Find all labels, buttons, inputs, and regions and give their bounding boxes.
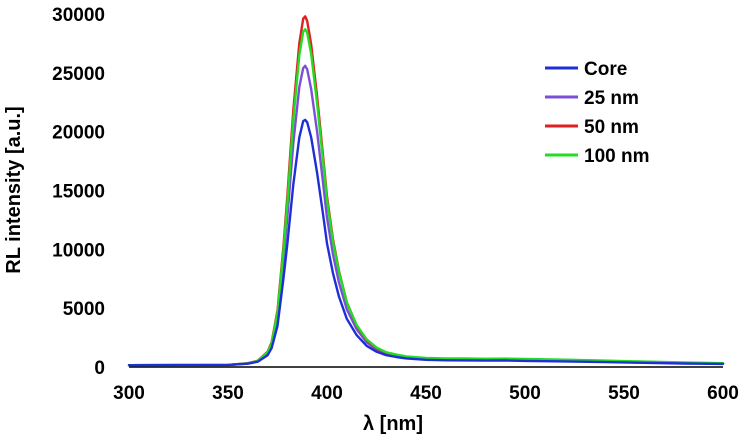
y-axis-title: RL intensity [a.u.] bbox=[3, 106, 25, 273]
x-axis-title: λ [nm] bbox=[363, 413, 423, 435]
x-tick-label: 400 bbox=[311, 383, 343, 404]
x-tick-label: 450 bbox=[410, 383, 442, 404]
legend-label-25-nm: 25 nm bbox=[584, 88, 639, 109]
series-group bbox=[127, 15, 725, 367]
x-tick-label: 350 bbox=[212, 383, 244, 404]
y-tick-label: 30000 bbox=[52, 5, 105, 26]
x-tick-labels: 300 350 400 450 500 550 600 bbox=[113, 383, 739, 404]
y-tick-label: 10000 bbox=[52, 240, 105, 261]
series-line-25-nm bbox=[127, 64, 725, 367]
y-tick-labels: 0 5000 10000 15000 20000 25000 30000 bbox=[52, 5, 105, 379]
series-line-core bbox=[127, 118, 725, 367]
y-tick-label: 15000 bbox=[52, 182, 105, 203]
legend-label-core: Core bbox=[584, 59, 627, 80]
legend-label-50-nm: 50 nm bbox=[584, 117, 639, 138]
x-tick-label: 600 bbox=[707, 383, 739, 404]
x-tick-label: 550 bbox=[608, 383, 640, 404]
y-tick-label: 20000 bbox=[52, 123, 105, 144]
series-line-50-nm bbox=[127, 15, 725, 367]
series-line-100-nm bbox=[127, 28, 725, 367]
legend: Core 25 nm 50 nm 100 nm bbox=[545, 59, 649, 167]
y-tick-label: 5000 bbox=[63, 299, 105, 320]
y-tick-label: 25000 bbox=[52, 64, 105, 85]
x-tick-label: 300 bbox=[113, 383, 145, 404]
legend-label-100-nm: 100 nm bbox=[584, 146, 649, 167]
y-tick-label: 0 bbox=[94, 358, 105, 379]
x-tick-label: 500 bbox=[509, 383, 541, 404]
